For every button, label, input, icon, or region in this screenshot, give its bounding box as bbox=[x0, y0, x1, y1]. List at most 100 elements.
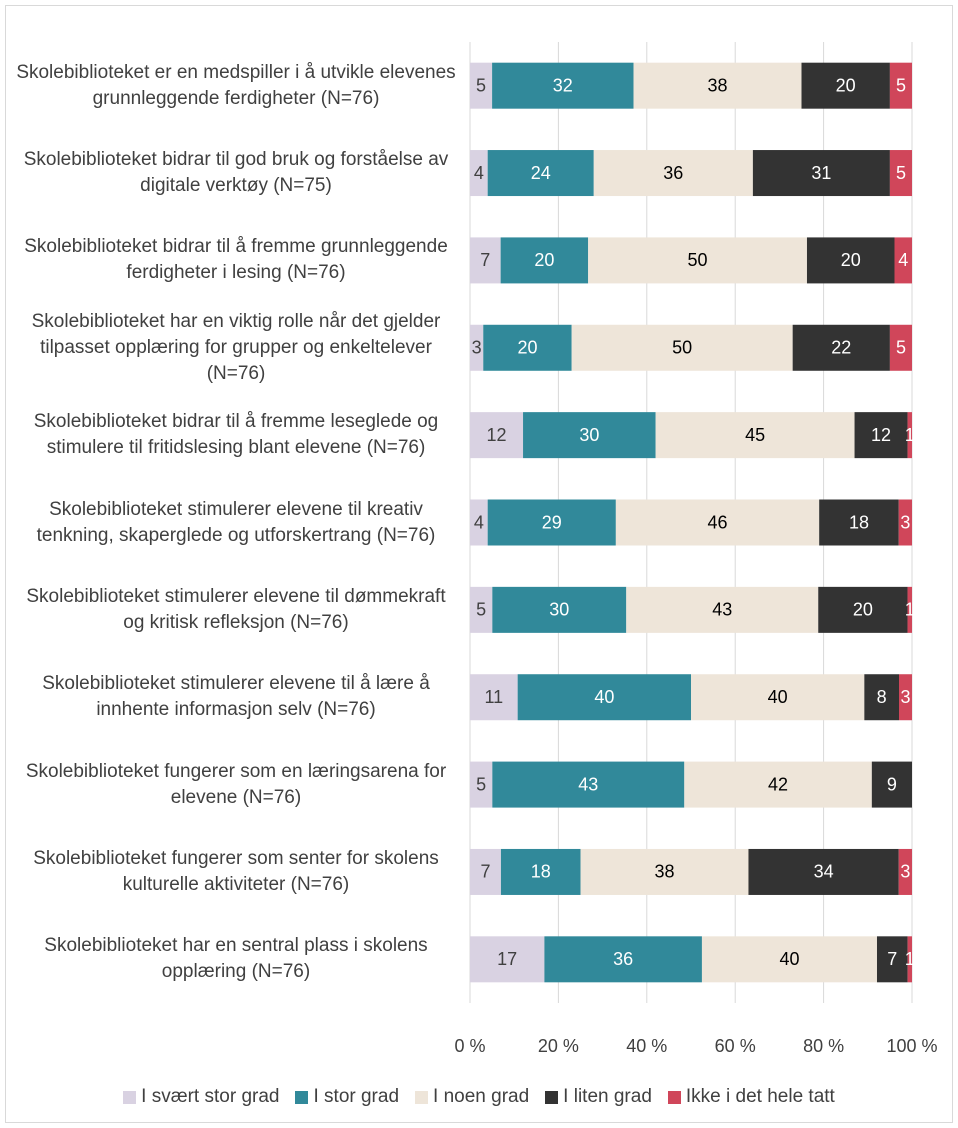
data-label: 5 bbox=[476, 774, 486, 794]
bar-segment bbox=[684, 761, 872, 808]
legend-item: I stor grad bbox=[295, 1086, 399, 1108]
data-label: 17 bbox=[497, 949, 517, 969]
data-label: 8 bbox=[877, 687, 887, 707]
legend-swatch bbox=[295, 1090, 309, 1104]
data-label: 29 bbox=[542, 512, 562, 532]
category-label: Skolebiblioteket stimulerer elevene til … bbox=[42, 673, 430, 721]
x-tick-label: 80 % bbox=[803, 1036, 844, 1056]
bar-segment bbox=[470, 674, 518, 721]
category-label: Skolebiblioteket fungerer som en lærings… bbox=[25, 760, 447, 808]
data-label: 5 bbox=[476, 600, 486, 620]
bar-segment bbox=[792, 324, 890, 371]
data-label: 9 bbox=[887, 774, 897, 794]
category-label: Skolebiblioteket fungerer som senter for… bbox=[33, 847, 439, 895]
data-label: 30 bbox=[549, 600, 569, 620]
legend-swatch bbox=[123, 1090, 137, 1104]
bar-segment bbox=[500, 237, 589, 284]
category-label: Skolebiblioteket har en viktig rolle når… bbox=[31, 310, 441, 384]
data-label: 1 bbox=[905, 949, 915, 969]
data-label: 40 bbox=[779, 949, 799, 969]
bar-segment bbox=[907, 936, 912, 983]
data-label: 11 bbox=[484, 687, 503, 707]
bar-segment bbox=[899, 674, 912, 721]
bar-segment bbox=[470, 62, 493, 109]
data-label: 7 bbox=[480, 862, 490, 882]
bar-segment bbox=[819, 499, 899, 546]
bar-segment bbox=[801, 62, 890, 109]
bar-segment bbox=[571, 324, 793, 371]
data-label: 5 bbox=[896, 75, 906, 95]
data-label: 3 bbox=[900, 687, 910, 707]
legend-swatch bbox=[667, 1090, 681, 1104]
x-tick-label: 100 % bbox=[886, 1036, 937, 1056]
bar-segment bbox=[655, 412, 855, 459]
data-label: 18 bbox=[531, 862, 551, 882]
bar-segment bbox=[894, 237, 912, 284]
data-label: 3 bbox=[472, 338, 482, 358]
data-label: 34 bbox=[814, 862, 834, 882]
bar-segment bbox=[470, 499, 488, 546]
data-label: 4 bbox=[474, 512, 484, 532]
bar-segment bbox=[876, 936, 908, 983]
data-label: 38 bbox=[708, 75, 728, 95]
category-label: Skolebiblioteket bidrar til å fremme les… bbox=[33, 411, 439, 459]
bar-segment bbox=[470, 761, 493, 808]
bar-segment bbox=[487, 499, 616, 546]
bar-segment bbox=[889, 324, 912, 371]
category-label: Skolebiblioteket har en sentral plass i … bbox=[44, 935, 428, 983]
data-label: 20 bbox=[853, 600, 873, 620]
data-label: 12 bbox=[487, 425, 507, 445]
data-label: 18 bbox=[849, 512, 869, 532]
legend-label: I liten grad bbox=[563, 1086, 652, 1107]
data-label: 43 bbox=[578, 774, 598, 794]
bar-segment bbox=[470, 412, 524, 459]
data-label: 20 bbox=[517, 338, 537, 358]
bar-segment bbox=[701, 936, 877, 983]
bar-segment bbox=[523, 412, 656, 459]
x-tick-label: 0 % bbox=[454, 1036, 485, 1056]
data-label: 1 bbox=[905, 425, 915, 445]
legend: I svært stor grad I stor grad I noen grad I… bbox=[0, 1086, 958, 1108]
data-label: 3 bbox=[900, 862, 910, 882]
category-label: Skolebiblioteket stimulerer elevene til … bbox=[26, 585, 446, 633]
legend-label: I stor grad bbox=[313, 1086, 400, 1107]
bar-segment bbox=[898, 499, 912, 546]
bar-segment bbox=[854, 412, 908, 459]
bar-segment bbox=[748, 848, 899, 895]
data-label: 40 bbox=[594, 687, 614, 707]
legend-item: I svært stor grad bbox=[123, 1086, 279, 1108]
bar-segment bbox=[818, 586, 908, 633]
data-label: 5 bbox=[896, 163, 906, 183]
chart-border bbox=[5, 5, 953, 1123]
data-label: 1 bbox=[905, 600, 915, 620]
legend-label: I svært stor grad bbox=[141, 1086, 280, 1107]
data-label: 20 bbox=[841, 250, 861, 270]
bar-segment bbox=[889, 150, 912, 197]
bar-segment bbox=[470, 586, 493, 633]
data-label: 43 bbox=[712, 600, 732, 620]
bar-segment bbox=[626, 586, 819, 633]
bar-segment bbox=[588, 237, 807, 284]
data-label: 7 bbox=[480, 250, 490, 270]
bar-segment bbox=[806, 237, 895, 284]
x-tick-label: 60 % bbox=[715, 1036, 756, 1056]
data-label: 24 bbox=[531, 163, 551, 183]
bar-segment bbox=[580, 848, 749, 895]
category-label: Skolebiblioteket bidrar til god bruk og … bbox=[23, 149, 449, 197]
bar-segment bbox=[907, 412, 912, 459]
legend-swatch bbox=[415, 1090, 429, 1104]
bar-segment bbox=[544, 936, 702, 983]
data-label: 36 bbox=[663, 163, 683, 183]
bar-segment bbox=[492, 586, 627, 633]
data-label: 5 bbox=[476, 75, 486, 95]
bar-segment bbox=[633, 62, 802, 109]
data-label: 7 bbox=[887, 949, 897, 969]
data-label: 5 bbox=[896, 338, 906, 358]
category-label: Skolebiblioteket er en medspiller i å ut… bbox=[16, 61, 456, 109]
data-label: 50 bbox=[688, 250, 708, 270]
bar-segment bbox=[470, 324, 484, 371]
legend-swatch bbox=[545, 1090, 559, 1104]
x-tick-label: 20 % bbox=[538, 1036, 579, 1056]
